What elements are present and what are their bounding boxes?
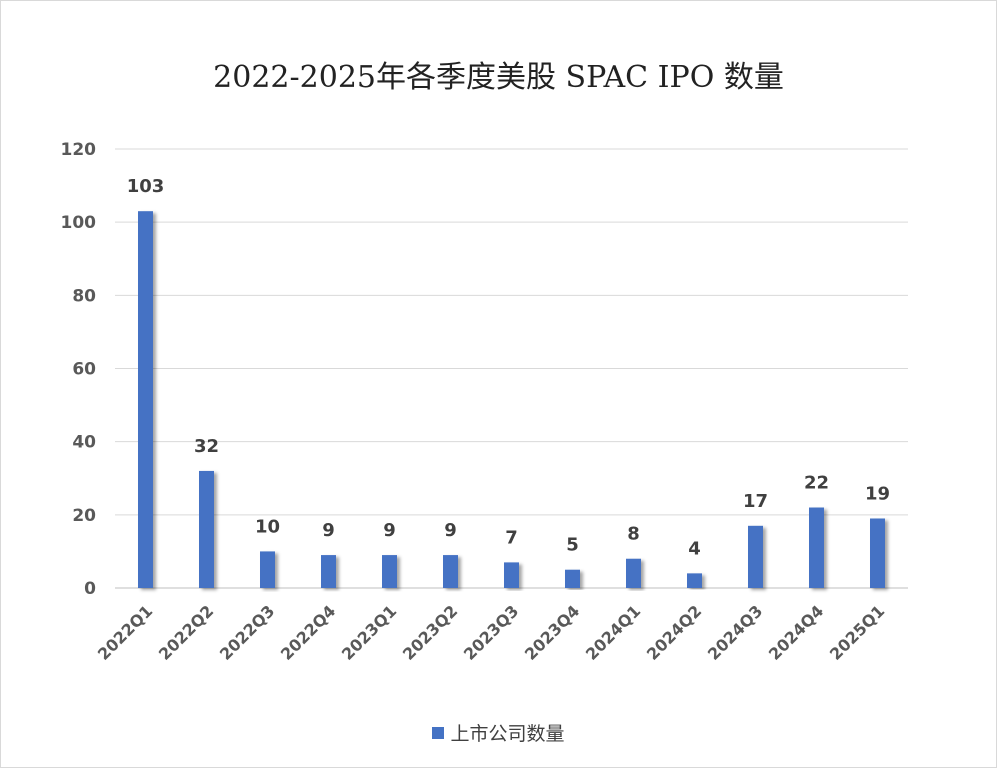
x-tick-label: 2023Q3	[460, 601, 522, 663]
data-label: 7	[505, 527, 518, 548]
x-tick-label: 2022Q2	[155, 601, 217, 663]
x-tick-label: 2025Q1	[826, 601, 888, 663]
legend-swatch	[432, 726, 445, 739]
y-tick-label: 100	[61, 213, 97, 233]
data-label: 22	[804, 473, 829, 494]
bar	[443, 555, 458, 588]
data-label: 4	[688, 538, 701, 559]
bar	[870, 518, 885, 588]
bar	[504, 562, 519, 588]
legend: 上市公司数量	[0, 719, 997, 746]
x-tick-label: 2023Q2	[399, 601, 461, 663]
bar	[199, 470, 214, 588]
data-label: 8	[627, 524, 640, 545]
data-label: 9	[444, 520, 457, 541]
y-tick-label: 80	[72, 286, 96, 306]
bar	[138, 211, 153, 589]
x-tick-label: 2022Q4	[277, 601, 339, 663]
bar	[809, 507, 824, 588]
y-tick-label: 40	[72, 433, 96, 453]
x-tick-label: 2024Q1	[582, 601, 644, 663]
x-tick-label: 2024Q3	[704, 601, 766, 663]
data-label: 32	[194, 436, 219, 457]
data-label: 5	[566, 535, 579, 556]
x-tick-label: 2024Q2	[643, 601, 705, 663]
bar	[748, 525, 763, 588]
bar	[260, 551, 275, 588]
bar	[626, 558, 641, 588]
x-tick-label: 2023Q1	[338, 601, 400, 663]
data-label: 9	[383, 520, 396, 541]
x-tick-label: 2022Q1	[94, 601, 156, 663]
y-tick-label: 0	[84, 579, 96, 599]
y-tick-label: 60	[72, 360, 96, 380]
bar	[687, 573, 702, 588]
y-tick-label: 20	[72, 506, 96, 526]
chart-title: 2022-2025年各季度美股 SPAC IPO 数量	[213, 60, 784, 95]
x-tick-label: 2022Q3	[216, 601, 278, 663]
data-label: 17	[743, 491, 768, 512]
data-label: 103	[127, 176, 165, 197]
y-tick-label: 120	[61, 140, 97, 160]
x-tick-label: 2024Q4	[765, 601, 827, 663]
bar	[321, 555, 336, 588]
data-label: 9	[322, 520, 335, 541]
bar	[565, 569, 580, 588]
legend-label: 上市公司数量	[450, 723, 565, 745]
data-label: 19	[865, 483, 890, 504]
data-label: 10	[255, 516, 280, 537]
bar	[382, 555, 397, 588]
x-tick-label: 2023Q4	[521, 601, 583, 663]
